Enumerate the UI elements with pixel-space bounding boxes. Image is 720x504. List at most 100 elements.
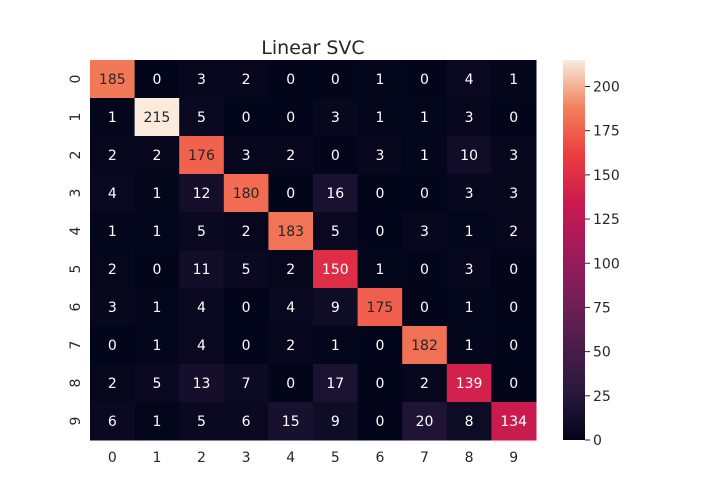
heatmap-cell [313, 402, 359, 441]
cell-value-label: 2 [286, 338, 295, 354]
heatmap-cell [223, 136, 269, 175]
heatmap-cell [179, 250, 225, 289]
heatmap-cell [402, 250, 448, 289]
cell-value-label: 0 [509, 300, 518, 316]
cell-value-label: 0 [286, 186, 295, 202]
cell-value-label: 1 [152, 338, 161, 354]
colorbar-tick-label: 25 [593, 389, 611, 405]
cell-value-label: 6 [242, 414, 251, 430]
cell-value-label: 12 [193, 186, 211, 202]
cell-value-label: 2 [108, 376, 117, 392]
cell-value-label: 13 [193, 376, 211, 392]
heatmap-cell [179, 402, 225, 441]
cell-value-label: 2 [286, 148, 295, 164]
cell-value-label: 1 [152, 224, 161, 240]
x-tick-label: 1 [152, 450, 161, 466]
heatmap-cell [491, 288, 537, 327]
cell-value-label: 1 [465, 224, 474, 240]
heatmap-cell [268, 250, 314, 289]
heatmap-cell [446, 60, 492, 99]
cell-value-label: 182 [411, 338, 438, 354]
cell-value-label: 17 [326, 376, 344, 392]
heatmap-cell [90, 250, 136, 289]
heatmap-cell [134, 174, 180, 213]
chart-title: Linear SVC [261, 37, 364, 59]
y-tick-label: 7 [68, 341, 84, 350]
x-tick-label: 8 [465, 450, 474, 466]
heatmap-cell [90, 60, 136, 99]
heatmap-cell [446, 250, 492, 289]
cell-value-label: 1 [420, 148, 429, 164]
heatmap-cell [90, 136, 136, 175]
colorbar-tick-label: 125 [593, 212, 620, 228]
cell-value-label: 0 [375, 338, 384, 354]
heatmap-cell [268, 174, 314, 213]
x-tick-labels: 0 1 2 3 4 5 6 7 8 9 [108, 450, 518, 466]
heatmap-cell [134, 60, 180, 99]
y-tick-labels: 0 1 2 3 4 5 6 7 8 9 [68, 75, 84, 426]
cell-value-label: 0 [331, 148, 340, 164]
cell-value-label: 16 [326, 186, 344, 202]
cell-value-label: 1 [509, 72, 518, 88]
heatmap-cell [402, 136, 448, 175]
heatmap-cell [179, 212, 225, 251]
heatmap-cell [491, 402, 537, 441]
heatmap-cell [134, 250, 180, 289]
y-tick-label: 2 [68, 151, 84, 160]
heatmap-cell [446, 98, 492, 137]
heatmap-cell [491, 98, 537, 137]
y-tick-label: 8 [68, 379, 84, 388]
colorbar-tick-label: 150 [593, 168, 620, 184]
cell-value-label: 0 [375, 376, 384, 392]
cell-value-label: 1 [465, 338, 474, 354]
cell-value-label: 3 [197, 72, 206, 88]
heatmap-cell [268, 364, 314, 403]
cell-value-label: 2 [420, 376, 429, 392]
heatmap-cell [491, 250, 537, 289]
heatmap-cell [223, 288, 269, 327]
cell-value-label: 134 [500, 414, 527, 430]
heatmap-cell [313, 326, 359, 365]
heatmap-cell [446, 174, 492, 213]
heatmap-cell [179, 136, 225, 175]
heatmap-cell [357, 402, 403, 441]
cell-value-label: 0 [420, 72, 429, 88]
cell-value-label: 2 [242, 72, 251, 88]
cell-value-label: 180 [233, 186, 260, 202]
cell-value-label: 150 [322, 262, 349, 278]
heatmap-cell [268, 402, 314, 441]
heatmap-cell [223, 402, 269, 441]
heatmap-cell [313, 250, 359, 289]
x-tick-label: 6 [375, 450, 384, 466]
cell-value-label: 5 [197, 224, 206, 240]
heatmap-cell [357, 98, 403, 137]
heatmap-cell [446, 402, 492, 441]
cell-value-label: 0 [331, 72, 340, 88]
colorbar-tick-label: 100 [593, 256, 620, 272]
y-tick-label: 5 [68, 265, 84, 274]
cell-value-label: 4 [286, 300, 295, 316]
cell-value-label: 10 [460, 148, 478, 164]
cell-value-label: 0 [242, 110, 251, 126]
cell-value-label: 2 [108, 262, 117, 278]
cell-value-label: 9 [331, 300, 340, 316]
heatmap-cell [402, 326, 448, 365]
heatmap-cell [313, 288, 359, 327]
cell-value-label: 0 [152, 262, 161, 278]
heatmap-cell [491, 326, 537, 365]
cell-value-label: 20 [416, 414, 434, 430]
cell-value-label: 0 [509, 338, 518, 354]
heatmap-cell [90, 402, 136, 441]
heatmap-cell [491, 136, 537, 175]
x-tick-label: 3 [242, 450, 251, 466]
heatmap-cell [179, 326, 225, 365]
heatmap-cell [268, 326, 314, 365]
y-tick-label: 9 [68, 417, 84, 426]
cell-value-label: 0 [375, 414, 384, 430]
heatmap-cell [446, 326, 492, 365]
cell-value-label: 0 [108, 338, 117, 354]
heatmap-cell [90, 288, 136, 327]
cell-value-label: 3 [375, 148, 384, 164]
cell-value-label: 0 [509, 110, 518, 126]
cell-value-label: 4 [108, 186, 117, 202]
